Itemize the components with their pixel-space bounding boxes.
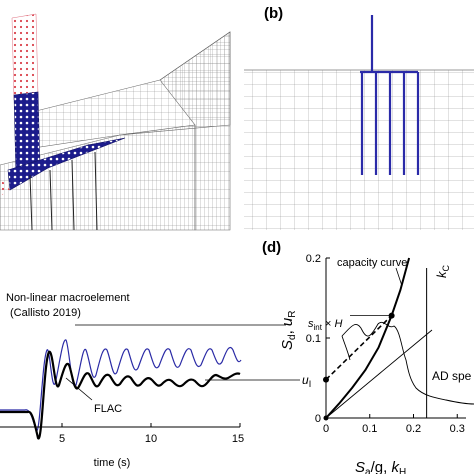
ad-spectrum-lower-branch bbox=[341, 335, 351, 361]
ad-slope-line bbox=[325, 329, 433, 419]
s-int-h-point bbox=[388, 312, 395, 319]
legend-macroelement-line2: (Callisto 2019) bbox=[10, 307, 81, 319]
foundation-plate-red-edge bbox=[0, 178, 10, 196]
panel-c-xlabel: time (s) bbox=[94, 457, 131, 469]
foundation-plate bbox=[7, 137, 126, 191]
u-i-label: uI bbox=[302, 373, 311, 389]
series-flac bbox=[0, 350, 241, 440]
legend-flac: FLAC bbox=[94, 403, 122, 415]
ui-to-sint-dashed bbox=[325, 315, 393, 381]
panel-c-xtick-5: 5 bbox=[59, 433, 65, 445]
panel-d-ylabel: Sd, uR bbox=[279, 311, 298, 351]
kc-label: kC bbox=[434, 265, 451, 279]
u-i-point bbox=[323, 376, 329, 383]
piles-3d bbox=[29, 151, 98, 231]
ad-spectrum-label: AD spe bbox=[432, 369, 472, 383]
legend-macroelement-line1: Non-linear macroelement bbox=[6, 292, 130, 304]
panel-c-xtick-15: 15 bbox=[232, 433, 244, 445]
panel-d-capacity-chart: (d) Sd, uR Sa/g, kH 0 0.1 0.2 0.3 0 0.1 0.2 ca… bbox=[262, 239, 474, 474]
panel-d-xtick-label: 0.1 bbox=[362, 423, 377, 435]
panel-b-label: (b) bbox=[264, 5, 283, 22]
panel-c-x-axis: 5 10 15 time (s) bbox=[0, 423, 244, 469]
panel-d-xtick-label: 0.3 bbox=[450, 423, 465, 435]
pile-cap-red bbox=[11, 13, 39, 101]
panel-c-xtick-10: 10 bbox=[145, 433, 157, 445]
panel-d-series bbox=[325, 257, 411, 419]
capacity-curve-line bbox=[325, 257, 411, 419]
s-int-h-label: sint × H bbox=[308, 318, 343, 332]
capacity-curve-label: capacity curve bbox=[337, 257, 407, 269]
panel-d-ticks: 0 0.1 0.2 0.3 0 0.1 0.2 bbox=[306, 253, 465, 435]
origin-point bbox=[323, 415, 329, 421]
pier-and-piles bbox=[360, 15, 420, 175]
panel-d-label: (d) bbox=[262, 239, 281, 256]
panel-d-xlabel: Sa/g, kH bbox=[355, 459, 406, 474]
legend-macroelement: Non-linear macroelement (Callisto 2019) bbox=[6, 292, 130, 319]
panel-a-3d-mesh bbox=[0, 13, 231, 231]
panel-d-ytick-label: 0.2 bbox=[306, 253, 321, 265]
panel-d-xtick-label: 0.2 bbox=[406, 423, 421, 435]
panel-b-2d-mesh: (b) bbox=[244, 5, 474, 230]
panel-d-ytick-label: 0.1 bbox=[306, 333, 321, 345]
mesh-front-face bbox=[0, 124, 196, 231]
soil-grid bbox=[244, 70, 474, 230]
capacity-curve-leader bbox=[395, 267, 403, 287]
panel-d-xtick-label: 0 bbox=[323, 423, 329, 435]
ad-spectrum-curve bbox=[341, 321, 474, 405]
panel-d-ytick-label: 0 bbox=[315, 413, 321, 425]
panel-c-time-history: Non-linear macroelement (Callisto 2019) … bbox=[0, 292, 300, 469]
flac-leader-line bbox=[65, 377, 93, 401]
